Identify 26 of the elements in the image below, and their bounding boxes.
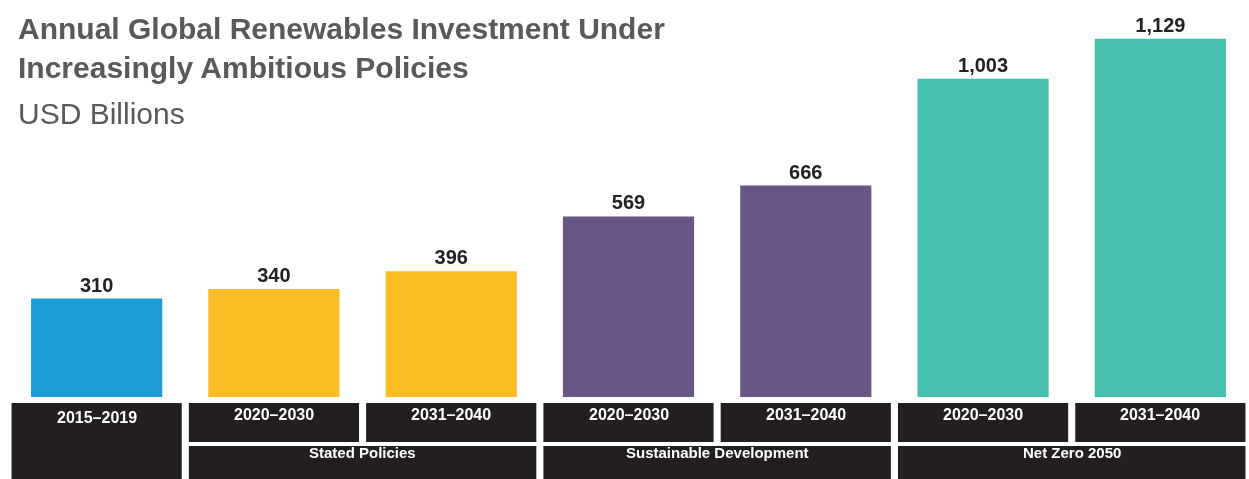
data-label: 1,129 <box>1135 13 1186 36</box>
x-tick-label: 2020–2030 <box>234 406 315 423</box>
bar <box>917 78 1049 397</box>
data-label: 340 <box>257 264 291 287</box>
x-tick-label: 2031–2040 <box>1120 406 1201 423</box>
text: Sustainable Development <box>626 444 809 461</box>
x-tick-label: 2015–2019 <box>57 409 138 426</box>
bar <box>1094 38 1226 397</box>
data-label: 396 <box>434 246 468 269</box>
x-tick-label: 2031–2040 <box>766 406 847 423</box>
bar <box>385 271 517 397</box>
x-tick-label: 2020–2030 <box>589 406 670 423</box>
data-label: 1,003 <box>958 53 1009 76</box>
bar <box>31 298 163 397</box>
text: USD Billions <box>18 97 185 130</box>
data-label: 569 <box>611 191 646 214</box>
text: Net Zero 2050 <box>1023 444 1122 461</box>
data-label: 666 <box>789 160 823 183</box>
x-tick-label: 2020–2030 <box>943 406 1024 423</box>
bar <box>562 216 695 397</box>
bar <box>740 185 872 397</box>
text: Stated Policies <box>309 444 416 461</box>
data-label: 310 <box>79 273 114 296</box>
chart-title: Annual Global Renewables Investment Under Increasingly Ambitious Policies <box>18 12 666 84</box>
x-tick-label: 2031–2040 <box>411 406 492 423</box>
bar <box>208 289 340 397</box>
